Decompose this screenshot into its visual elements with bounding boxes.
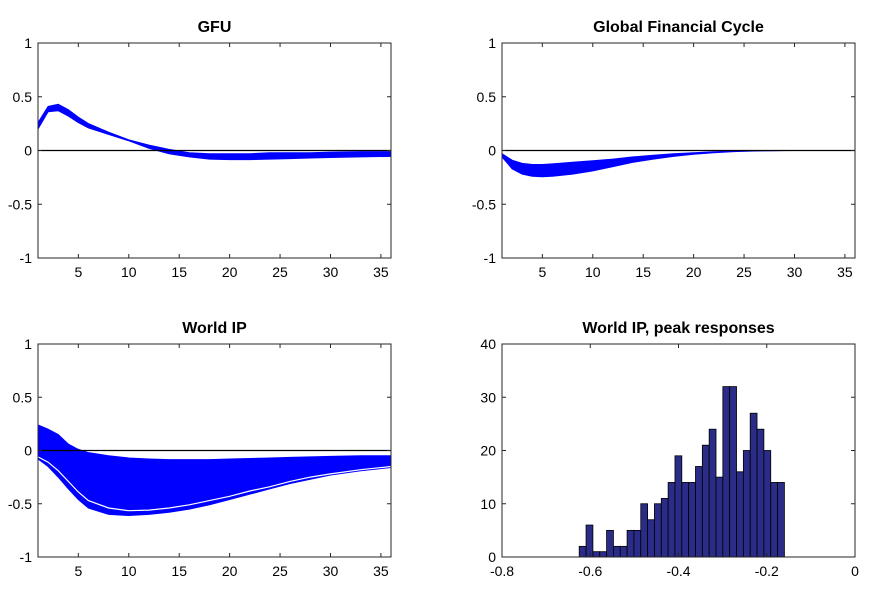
histogram-bar: [756, 428, 765, 558]
histogram-bar: [729, 386, 737, 558]
histogram-bar: [701, 444, 710, 558]
chart-title: Global Financial Cycle: [593, 19, 764, 36]
x-tick-label: -0.6: [578, 563, 602, 579]
histogram-bar: [749, 412, 758, 558]
histogram-bar: [626, 529, 635, 558]
x-tick-label: 20: [222, 264, 238, 280]
x-tick-label: 10: [121, 563, 137, 579]
y-tick-label: 10: [480, 496, 496, 512]
histogram-bar: [708, 428, 717, 558]
x-tick-label: 5: [74, 264, 82, 280]
y-tick-label: -0.5: [8, 496, 32, 512]
y-tick-label: 0.5: [13, 89, 33, 105]
histogram-bar: [647, 519, 655, 558]
histogram-bar: [578, 545, 587, 558]
histogram-bar: [674, 455, 683, 558]
chart-title: GFU: [198, 19, 232, 36]
y-tick-label: 30: [480, 389, 496, 405]
histogram-bar: [695, 466, 703, 558]
x-tick-label: 20: [686, 264, 702, 280]
histogram-bar: [660, 498, 669, 558]
x-tick-label: 35: [373, 563, 389, 579]
y-tick-label: 0: [24, 443, 32, 459]
y-tick-label: -1: [20, 549, 33, 565]
histogram-bar: [763, 450, 772, 558]
x-tick-label: 15: [635, 264, 651, 280]
histogram-bar: [667, 482, 676, 558]
chart-title: World IP, peak responses: [582, 320, 774, 337]
y-tick-label: 1: [24, 336, 32, 352]
histogram-bar: [736, 471, 744, 558]
x-tick-label: 25: [272, 264, 288, 280]
histogram-bar: [777, 482, 785, 558]
x-tick-label: -0.8: [490, 563, 514, 579]
chart-panel-1: GFU 1 0.5 0 -0.5 -1 5 10 15 20 25 30 35: [8, 19, 392, 280]
histogram-bar: [585, 524, 594, 558]
histogram-bar: [592, 551, 601, 558]
y-tick-label: 0: [24, 143, 32, 159]
x-tick-label: 25: [736, 264, 752, 280]
y-tick-label: -1: [20, 250, 33, 266]
response-band: [37, 103, 392, 161]
x-tick-label: 35: [373, 264, 389, 280]
x-tick-label: 10: [121, 264, 137, 280]
x-tick-label: 35: [837, 264, 853, 280]
y-tick-label: 40: [480, 336, 496, 352]
y-tick-label: 20: [480, 443, 496, 459]
y-tick-label: 0.5: [477, 89, 497, 105]
x-tick-label: 5: [74, 563, 82, 579]
x-tick-label: 25: [272, 563, 288, 579]
y-tick-label: 0: [488, 143, 496, 159]
histogram-bar: [770, 482, 778, 558]
chart-title: World IP: [182, 320, 247, 337]
highlight-line: [37, 456, 392, 512]
histogram-bar: [681, 482, 690, 558]
x-tick-label: 10: [585, 264, 601, 280]
histogram-bar: [654, 503, 662, 558]
histogram-bar: [722, 386, 731, 558]
x-tick-label: 0: [851, 563, 859, 579]
y-tick-label: -1: [484, 250, 497, 266]
y-tick-label: -0.5: [8, 196, 32, 212]
y-tick-label: 1: [488, 35, 496, 51]
y-tick-label: 1: [24, 35, 32, 51]
x-tick-label: 30: [787, 264, 803, 280]
histogram-bar: [742, 450, 751, 558]
chart-panel-3: World IP 1 0.5 0 -0.5 -1 5 10 15 20 25 30 35: [8, 320, 392, 579]
chart-panel-2: Global Financial Cycle 1 0.5 0 -0.5 -1 5 10 15 20…: [472, 19, 856, 280]
response-band: [501, 150, 855, 178]
x-tick-label: 20: [222, 563, 238, 579]
x-tick-label: 5: [538, 264, 546, 280]
histogram-bar: [633, 529, 642, 558]
x-tick-label: 15: [171, 563, 187, 579]
x-tick-label: 30: [323, 563, 339, 579]
y-tick-label: 0.5: [13, 389, 33, 405]
histogram-bar: [613, 545, 621, 558]
x-tick-label: -0.4: [666, 563, 690, 579]
histogram-bar: [640, 503, 649, 558]
histogram-bar: [606, 529, 614, 558]
x-tick-label: 30: [323, 264, 339, 280]
histogram-bar: [688, 482, 696, 558]
x-tick-label: 15: [171, 264, 187, 280]
histogram-bar: [599, 551, 607, 558]
x-tick-label: -0.2: [755, 563, 779, 579]
histogram-bar: [715, 476, 724, 558]
histogram-bar: [619, 545, 628, 558]
y-tick-label: 0: [488, 549, 496, 565]
y-tick-label: -0.5: [472, 196, 496, 212]
